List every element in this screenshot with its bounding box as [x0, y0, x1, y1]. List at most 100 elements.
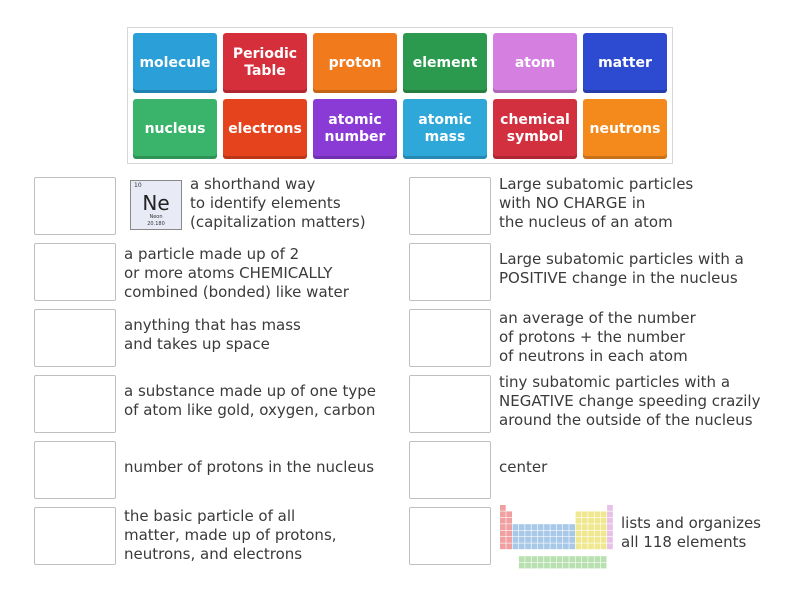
clue-text: Large subatomic particles with NO CHARGE…	[499, 175, 694, 231]
periodic-table-cell	[512, 530, 519, 537]
periodic-table-cell	[594, 562, 601, 569]
periodic-table-cell	[525, 543, 531, 550]
neon-atomic-number: 10	[134, 182, 142, 189]
periodic-table-cell	[607, 524, 613, 530]
periodic-table-cell	[581, 517, 588, 524]
periodic-table-cell	[575, 562, 582, 569]
periodic-table-cell	[518, 524, 525, 530]
periodic-table-cell	[518, 543, 525, 550]
periodic-table-cell	[563, 530, 569, 537]
drop-slot[interactable]	[409, 507, 491, 565]
periodic-table-cell	[518, 562, 525, 569]
answer-tile[interactable]: proton	[313, 33, 397, 93]
answer-tile[interactable]: matter	[583, 33, 667, 93]
periodic-table-cell	[581, 524, 588, 530]
answer-tile[interactable]: electrons	[223, 99, 307, 159]
periodic-table-cell	[588, 537, 594, 543]
answer-tile[interactable]: atom	[493, 33, 577, 93]
periodic-table-cell	[569, 537, 575, 543]
clue-text: Large subatomic particles with a POSITIV…	[499, 250, 744, 287]
periodic-table-cell	[607, 505, 613, 511]
periodic-table-cell	[506, 530, 512, 537]
drop-slot[interactable]	[34, 177, 116, 235]
periodic-table-cell	[525, 530, 531, 537]
periodic-table-cell	[556, 543, 563, 550]
periodic-table-cell	[544, 524, 550, 530]
periodic-table-cell	[506, 537, 512, 543]
clue-text: the basic particle of all matter, made u…	[124, 507, 337, 563]
periodic-table-cell	[550, 556, 557, 562]
drop-slot[interactable]	[34, 507, 116, 565]
periodic-table-cell	[525, 537, 531, 543]
neon-symbol: Ne	[142, 191, 170, 215]
periodic-table-cell	[600, 511, 607, 518]
answer-tile[interactable]: atomic mass	[403, 99, 487, 159]
periodic-table-cell	[581, 562, 588, 569]
drop-slot[interactable]	[34, 309, 116, 367]
periodic-table-cell	[512, 524, 519, 530]
drop-slot[interactable]	[409, 441, 491, 499]
answer-tile[interactable]: atomic number	[313, 99, 397, 159]
neon-element-card-image: 10 Ne Neon 20.180	[130, 180, 182, 230]
periodic-table-cell	[550, 537, 557, 543]
periodic-table-cell	[500, 537, 506, 543]
answer-tile[interactable]: molecule	[133, 33, 217, 93]
drop-slot[interactable]	[409, 375, 491, 433]
periodic-table-cell	[607, 511, 613, 518]
drop-slot[interactable]	[409, 309, 491, 367]
periodic-table-cell	[575, 517, 582, 524]
clue-text: an average of the number of protons + th…	[499, 309, 696, 365]
periodic-table-cell	[537, 530, 544, 537]
periodic-table-cell	[600, 562, 607, 569]
periodic-table-cell	[506, 524, 512, 530]
answer-tile[interactable]: element	[403, 33, 487, 93]
clue-text: number of protons in the nucleus	[124, 458, 375, 476]
periodic-table-image	[500, 505, 613, 569]
periodic-table-cell	[594, 517, 601, 524]
periodic-table-cell	[518, 556, 525, 562]
periodic-table-cell	[544, 543, 550, 550]
drop-slot[interactable]	[34, 243, 116, 301]
periodic-table-cell	[581, 537, 588, 543]
periodic-table-cell	[537, 537, 544, 543]
periodic-table-cell	[581, 511, 588, 518]
periodic-table-cell	[600, 524, 607, 530]
clue-text: a substance made up of one type of atom …	[124, 382, 376, 419]
periodic-table-cell	[525, 562, 531, 569]
periodic-table-cell	[575, 543, 582, 550]
periodic-table-cell	[607, 517, 613, 524]
clue-text: a shorthand way to identify elements (ca…	[190, 175, 366, 231]
periodic-table-cell	[531, 530, 538, 537]
clue-text: a particle made up of 2 or more atoms CH…	[124, 245, 349, 301]
periodic-table-cell	[588, 530, 594, 537]
periodic-table-cell	[594, 556, 601, 562]
periodic-table-cell	[537, 556, 544, 562]
periodic-table-cell	[607, 537, 613, 543]
periodic-table-cell	[556, 530, 563, 537]
periodic-table-cell	[500, 505, 506, 511]
answer-tile[interactable]: neutrons	[583, 99, 667, 159]
periodic-table-cell	[594, 511, 601, 518]
periodic-table-cell	[525, 524, 531, 530]
drop-slot[interactable]	[409, 177, 491, 235]
periodic-table-cell	[594, 543, 601, 550]
drop-slot[interactable]	[34, 441, 116, 499]
answer-tile[interactable]: Periodic Table	[223, 33, 307, 93]
periodic-table-cell	[600, 530, 607, 537]
periodic-table-cell	[500, 517, 506, 524]
periodic-table-cell	[500, 543, 506, 550]
periodic-table-cell	[607, 530, 613, 537]
answer-tile[interactable]: chemical symbol	[493, 99, 577, 159]
periodic-table-cell	[537, 543, 544, 550]
clue-text: anything that has mass and takes up spac…	[124, 316, 301, 353]
periodic-table-cell	[594, 537, 601, 543]
periodic-table-cell	[563, 562, 569, 569]
periodic-table-cell	[531, 537, 538, 543]
answer-tile[interactable]: nucleus	[133, 99, 217, 159]
periodic-table-cell	[525, 556, 531, 562]
drop-slot[interactable]	[409, 243, 491, 301]
periodic-table-cell	[556, 556, 563, 562]
periodic-table-cell	[588, 524, 594, 530]
periodic-table-cell	[544, 562, 550, 569]
drop-slot[interactable]	[34, 375, 116, 433]
